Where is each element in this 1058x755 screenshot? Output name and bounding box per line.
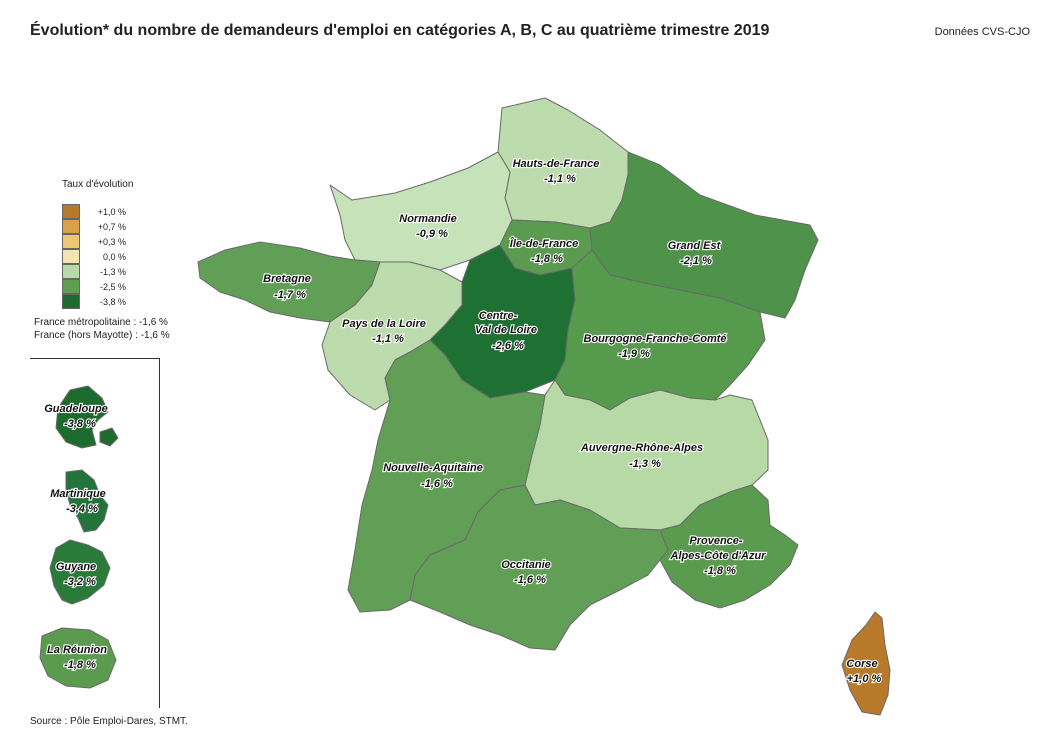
- label-pdl-name: Pays de la Loire: [342, 318, 426, 330]
- label-corse-name: Corse: [846, 658, 877, 670]
- label-grand-est-name: Grand Est: [668, 240, 722, 252]
- label-martinique-name: Martinique: [50, 488, 106, 500]
- label-idf-name: Île-de-France: [510, 237, 578, 250]
- label-bfc-name: Bourgogne-Franche-Comté: [584, 333, 727, 345]
- label-guadeloupe-value: -3,8 %: [64, 418, 96, 430]
- legend-item: +0,3 %: [62, 234, 126, 249]
- legend-swatch: [62, 234, 80, 249]
- legend-swatch: [62, 249, 80, 264]
- label-bretagne-value: -1,7 %: [274, 289, 306, 301]
- region-paca[interactable]: [659, 484, 799, 609]
- label-paca-name-2: Alpes-Côte d'Azur: [670, 550, 767, 562]
- label-bretagne-name: Bretagne: [263, 273, 311, 285]
- region-labels: Hauts-de-France -1,1 % Normandie -0,9 % …: [43, 157, 882, 686]
- region-guadeloupe[interactable]: [55, 385, 109, 449]
- legend-label: -2,5 %: [99, 281, 126, 292]
- national-totals: France métropolitaine : -1,6 % France (h…: [34, 316, 170, 342]
- total-hors-mayotte: France (hors Mayotte) : -1,6 %: [34, 330, 170, 341]
- legend-item: 0,0 %: [62, 249, 126, 264]
- label-normandie-value: -0,9 %: [416, 228, 448, 240]
- label-cvl-name-1: Centre-: [479, 310, 518, 322]
- guadeloupe-islet: [99, 427, 119, 447]
- legend-item: -3,8 %: [62, 294, 126, 309]
- legend-item: -1,3 %: [62, 264, 126, 279]
- label-reunion-name: La Réunion: [47, 644, 107, 656]
- region-guyane[interactable]: [49, 539, 111, 605]
- legend-item: +0,7 %: [62, 219, 126, 234]
- label-guadeloupe-name: Guadeloupe: [44, 403, 108, 415]
- legend-label: +1,0 %: [97, 206, 126, 217]
- label-paca-name-1: Provence-: [689, 535, 743, 547]
- label-naq-value: -1,6 %: [421, 478, 453, 490]
- label-occ-name: Occitanie: [501, 559, 551, 571]
- label-cvl-name-2: Val de Loire: [475, 324, 537, 336]
- region-centre-val-de-loire[interactable]: [429, 244, 576, 399]
- region-martinique[interactable]: [65, 469, 109, 533]
- label-guyane-name: Guyane: [56, 561, 96, 573]
- label-hdf-value: -1,1 %: [544, 173, 576, 185]
- legend-label: -3,8 %: [99, 296, 126, 307]
- legend-label: -1,3 %: [99, 266, 126, 277]
- legend-swatch: [62, 294, 80, 309]
- data-note: Données CVS-CJO: [934, 26, 1030, 38]
- total-metro: France métropolitaine : -1,6 %: [34, 317, 168, 328]
- label-bfc-value: -1,9 %: [618, 348, 650, 360]
- label-reunion-value: -1,8 %: [64, 659, 96, 671]
- label-cvl-value: -2,6 %: [492, 340, 524, 352]
- legend-item: -2,5 %: [62, 279, 126, 294]
- label-corse-value: +1,0 %: [847, 673, 882, 685]
- label-hdf-name: Hauts-de-France: [513, 158, 600, 170]
- legend-swatch: [62, 219, 80, 234]
- label-grand-est-value: -2,1 %: [680, 255, 712, 267]
- label-aura-value: -1,3 %: [629, 458, 661, 470]
- legend: +1,0 % +0,7 % +0,3 % 0,0 % -1,3 % -2,5 %…: [62, 204, 126, 309]
- label-pdl-value: -1,1 %: [372, 333, 404, 345]
- label-normandie-name: Normandie: [399, 213, 456, 225]
- legend-label: 0,0 %: [102, 251, 126, 262]
- legend-swatch: [62, 264, 80, 279]
- overseas-frame: [30, 358, 160, 708]
- label-martinique-value: -3,4 %: [66, 503, 98, 515]
- label-paca-value: -1,8 %: [704, 565, 736, 577]
- label-aura-name: Auvergne-Rhône-Alpes: [580, 442, 703, 454]
- legend-swatch: [62, 204, 80, 219]
- legend-label: +0,3 %: [97, 236, 126, 247]
- legend-item: +1,0 %: [62, 204, 126, 219]
- source-note: Source : Pôle Emploi-Dares, STMT.: [30, 716, 188, 727]
- label-naq-name: Nouvelle-Aquitaine: [383, 462, 483, 474]
- label-guyane-value: -3,2 %: [64, 576, 96, 588]
- map-title: Évolution* du nombre de demandeurs d'emp…: [30, 22, 770, 39]
- label-idf-value: -1,8 %: [531, 253, 563, 265]
- legend-title: Taux d'évolution: [62, 179, 134, 190]
- region-corse[interactable]: [841, 611, 891, 716]
- legend-swatch: [62, 279, 80, 294]
- region-la-reunion[interactable]: [39, 627, 117, 689]
- label-occ-value: -1,6 %: [514, 574, 546, 586]
- legend-label: +0,7 %: [97, 221, 126, 232]
